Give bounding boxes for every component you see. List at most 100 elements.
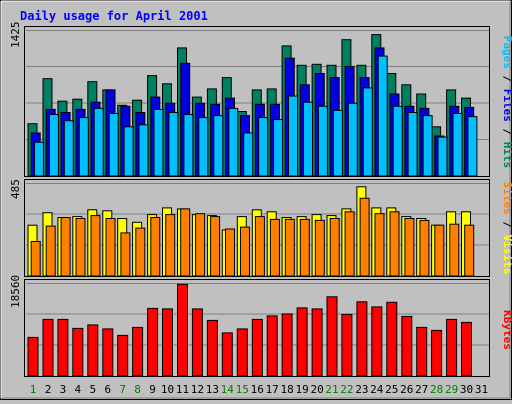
panel-kbytes-frame bbox=[24, 279, 490, 377]
visits-bar-sites-day-16 bbox=[254, 216, 265, 277]
hits-bar-pages-day-20 bbox=[317, 105, 328, 177]
visits-bar-sites-day-9 bbox=[150, 217, 161, 277]
x-tick-label-day-24: 24 bbox=[370, 383, 384, 396]
x-tick-label-day-3: 3 bbox=[60, 383, 67, 396]
chart-title: Daily usage for April 2001 bbox=[20, 9, 208, 23]
visits-bar-sites-day-22 bbox=[344, 211, 355, 277]
hits-bar-pages-day-12 bbox=[198, 117, 209, 177]
visits-bar-sites-day-28 bbox=[434, 224, 445, 277]
visits-bar-sites-day-15 bbox=[240, 226, 250, 277]
kbytes-bar-kbytes-day-19 bbox=[296, 307, 308, 377]
visits-bar-sites-day-14 bbox=[225, 228, 235, 277]
x-tick-label-day-20: 20 bbox=[310, 383, 323, 396]
x-tick-label-day-27: 27 bbox=[415, 383, 428, 396]
visits-bar-sites-day-3 bbox=[60, 217, 71, 277]
x-tick-label-day-8: 8 bbox=[134, 383, 141, 396]
visits-bar-sites-day-30 bbox=[464, 224, 475, 277]
hits-bar-pages-day-8 bbox=[138, 124, 149, 177]
panel-hits-frame bbox=[24, 26, 490, 177]
visits-bar-sites-day-5 bbox=[90, 215, 101, 277]
kbytes-ymax-label: 18560 bbox=[9, 275, 22, 308]
kbytes-bar-kbytes-day-11 bbox=[177, 283, 188, 377]
kbytes-bar-kbytes-day-9 bbox=[147, 307, 159, 377]
kbytes-bar-kbytes-day-1 bbox=[27, 336, 39, 377]
x-tick-label-day-21: 21 bbox=[325, 383, 338, 396]
kbytes-bar-kbytes-day-20 bbox=[311, 308, 323, 377]
kbytes-bar-kbytes-day-4 bbox=[72, 327, 84, 377]
hits-bar-pages-day-5 bbox=[93, 107, 104, 177]
kbytes-bar-kbytes-day-10 bbox=[162, 308, 173, 377]
bars bbox=[27, 34, 478, 377]
hits-bar-pages-day-9 bbox=[153, 108, 164, 177]
hits-bar-pages-day-4 bbox=[78, 117, 89, 177]
hits-bar-pages-day-23 bbox=[362, 87, 373, 177]
kbytes-bar-kbytes-day-26 bbox=[401, 315, 413, 377]
kbytes-bar-kbytes-day-2 bbox=[42, 318, 54, 377]
hits-bar-pages-day-30 bbox=[467, 116, 478, 177]
kbytes-bar-kbytes-day-13 bbox=[206, 319, 218, 377]
kbytes-bar-kbytes-day-8 bbox=[132, 326, 144, 377]
visits-bar-sites-day-8 bbox=[135, 227, 146, 277]
kbytes-bar-kbytes-day-27 bbox=[416, 326, 428, 377]
kbytes-legend-kbytes: KBytes bbox=[501, 310, 512, 350]
kbytes-bar-kbytes-day-14 bbox=[221, 332, 233, 377]
x-tick-label-day-29: 29 bbox=[445, 383, 458, 396]
hits-ymax-label: 1425 bbox=[9, 22, 22, 49]
hits-bar-pages-day-1 bbox=[33, 141, 44, 177]
kbytes-bar-kbytes-day-18 bbox=[281, 313, 293, 377]
x-tick-label-day-2: 2 bbox=[45, 383, 52, 396]
x-tick-label-day-16: 16 bbox=[251, 383, 264, 396]
x-tick-label-day-12: 12 bbox=[191, 383, 204, 396]
hits-bar-pages-day-10 bbox=[168, 112, 179, 177]
visits-bar-sites-day-1 bbox=[30, 241, 41, 277]
kbytes-bar-kbytes-day-24 bbox=[371, 306, 383, 377]
hits-axis-legend: Pages / Files / Hits bbox=[501, 36, 512, 169]
hits-bar-pages-day-19 bbox=[303, 101, 313, 177]
kbytes-bar-kbytes-day-30 bbox=[461, 321, 472, 377]
x-tick-label-day-26: 26 bbox=[400, 383, 413, 396]
x-tick-label-day-31: 31 bbox=[475, 383, 488, 396]
x-tick-label-day-6: 6 bbox=[104, 383, 111, 396]
x-tick-label-day-17: 17 bbox=[266, 383, 279, 396]
kbytes-bar-kbytes-day-22 bbox=[341, 313, 353, 377]
visits-bar-sites-day-18 bbox=[284, 218, 295, 277]
kbytes-bar-kbytes-day-25 bbox=[386, 301, 398, 377]
hits-bar-pages-day-2 bbox=[48, 114, 59, 177]
kbytes-bar-kbytes-day-5 bbox=[87, 324, 99, 377]
kbytes-bar-kbytes-day-15 bbox=[236, 328, 248, 377]
hits-bar-pages-day-24 bbox=[377, 55, 388, 177]
x-tick-label-day-1: 1 bbox=[30, 383, 37, 396]
hits-bar-pages-day-22 bbox=[347, 102, 358, 177]
visits-ymax-label: 485 bbox=[9, 179, 22, 199]
visits-bar-sites-day-10 bbox=[165, 214, 176, 277]
visits-bar-sites-day-13 bbox=[210, 216, 221, 277]
x-tick-label-day-15: 15 bbox=[236, 383, 249, 396]
x-tick-label-day-5: 5 bbox=[89, 383, 96, 396]
kbytes-bar-kbytes-day-17 bbox=[266, 315, 278, 377]
kbytes-bar-kbytes-day-6 bbox=[102, 328, 114, 377]
visits-bar-sites-day-21 bbox=[329, 218, 340, 277]
visits-bar-sites-day-4 bbox=[75, 218, 86, 277]
kbytes-bar-kbytes-day-3 bbox=[57, 318, 69, 377]
hits-bar-pages-day-6 bbox=[108, 113, 119, 177]
x-tick-label-day-30: 30 bbox=[460, 383, 473, 396]
visits-bar-sites-day-19 bbox=[299, 218, 310, 277]
x-tick-labels: 1 2 3 4 5 6 7 8 9 10 11 12 13 14 15 16 17 18 19 20 21 22 23 24 2… bbox=[30, 383, 488, 396]
hits-bar-pages-day-26 bbox=[407, 112, 418, 177]
hits-bar-pages-day-16 bbox=[258, 117, 269, 177]
hits-bar-pages-day-7 bbox=[123, 126, 134, 177]
x-tick-label-day-14: 14 bbox=[221, 383, 235, 396]
visits-legend-visits: Visits bbox=[501, 235, 512, 275]
kbytes-bar-kbytes-day-16 bbox=[251, 318, 263, 377]
visits-bar-sites-day-20 bbox=[314, 219, 325, 277]
x-tick-label-day-11: 11 bbox=[176, 383, 189, 396]
x-tick-label-day-10: 10 bbox=[161, 383, 174, 396]
visits-legend-sites: Sites bbox=[501, 182, 512, 215]
x-tick-label-day-28: 28 bbox=[430, 383, 443, 396]
hits-legend-hits: Hits bbox=[501, 142, 512, 169]
kbytes-axis-legend: KBytes bbox=[501, 310, 512, 350]
kbytes-bar-kbytes-day-29 bbox=[446, 318, 458, 377]
hits-bar-pages-day-27 bbox=[422, 115, 433, 177]
hits-bar-pages-day-25 bbox=[392, 105, 403, 177]
